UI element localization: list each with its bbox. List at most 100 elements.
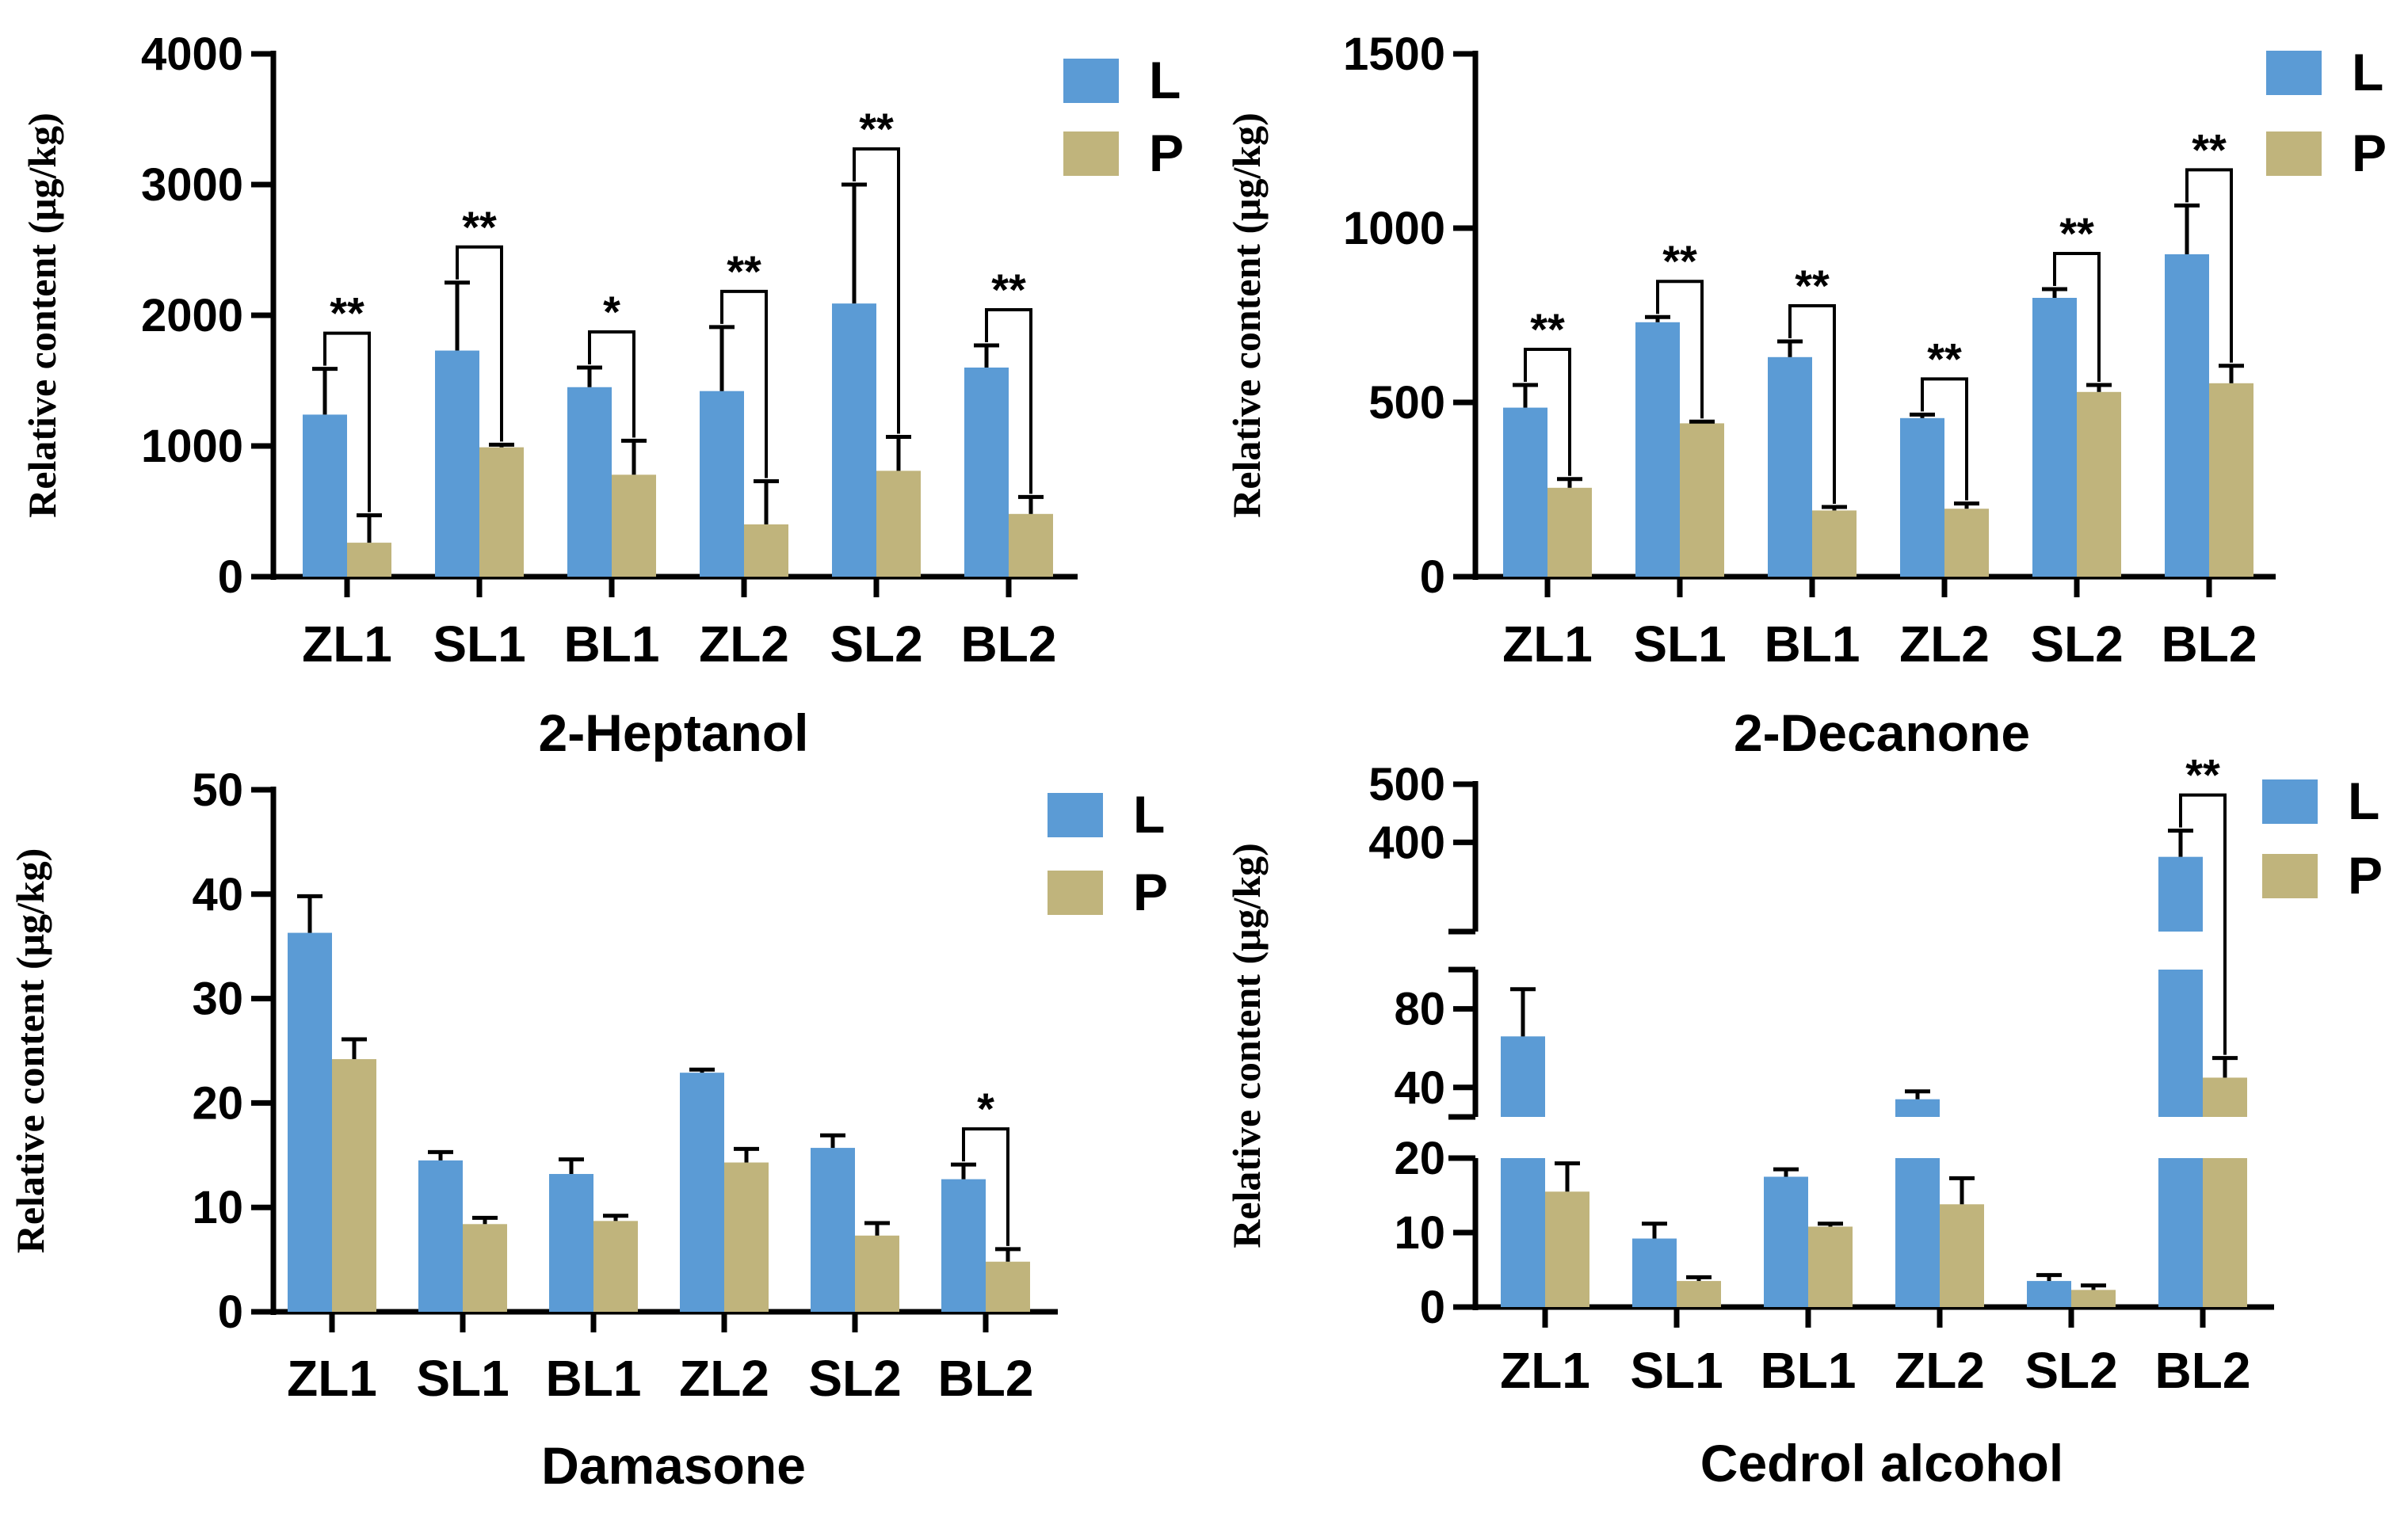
x-tick-label: BL2	[2155, 1342, 2251, 1399]
bar-L	[1895, 1158, 1940, 1307]
bar-L	[549, 1174, 593, 1312]
bar-P	[986, 1261, 1030, 1312]
bar-L	[941, 1179, 986, 1312]
chart-2-decanone: 0 500 1000 1500 Relative content (μg/kg) ZL1 *…	[1224, 29, 2387, 762]
significance-bracket	[962, 1127, 1009, 1246]
x-tick-label: SL1	[433, 615, 525, 673]
significance-bracket	[2053, 252, 2101, 382]
y-tick-label: 0	[218, 551, 243, 603]
significance-bracket	[456, 245, 503, 442]
significance-bracket	[1788, 304, 1836, 504]
bar-L	[832, 303, 876, 577]
bar-L	[1635, 322, 1680, 577]
legend-label-L: L	[2348, 772, 2379, 830]
x-tick-label: SL1	[1630, 1342, 1723, 1399]
bar-L	[1900, 417, 1944, 577]
y-tick-label: 4000	[141, 29, 243, 80]
legend-swatch-P	[2266, 131, 2322, 176]
legend-swatch-L	[1048, 793, 1103, 837]
bar-P	[479, 447, 524, 577]
legend-swatch-L	[2266, 51, 2322, 95]
chart-title: Damasone	[541, 1436, 806, 1495]
x-tick-label: ZL2	[1899, 615, 1990, 673]
x-tick-label: ZL2	[679, 1350, 769, 1407]
chart-title: 2-Heptanol	[538, 703, 808, 762]
y-tick-label: 10	[192, 1182, 243, 1233]
legend-label-L: L	[1149, 51, 1181, 109]
bar-L	[418, 1160, 463, 1312]
x-tick-label: SL1	[416, 1350, 509, 1407]
significance-bracket	[985, 307, 1032, 494]
y-axis-label: Relative content (μg/kg)	[20, 112, 64, 518]
bar-P	[347, 543, 391, 577]
bar-P	[1680, 423, 1724, 577]
x-tick-label: ZL1	[1500, 1342, 1590, 1399]
bar-L	[2027, 1281, 2071, 1307]
bar-L	[303, 414, 347, 577]
x-tick-label: SL2	[808, 1350, 901, 1407]
y-axis-label: Relative content (μg/kg)	[8, 848, 52, 1254]
bar-P	[612, 474, 656, 577]
y-tick-label: 1500	[1343, 29, 1445, 80]
y-tick-label: 40	[192, 869, 243, 920]
bar-P	[2209, 383, 2253, 577]
significance-label: **	[2185, 750, 2220, 800]
x-tick-label: SL1	[1633, 615, 1726, 673]
x-tick-label: ZL1	[302, 615, 392, 673]
significance-label: **	[859, 104, 894, 154]
bar-P	[1677, 1281, 1721, 1307]
significance-bracket	[720, 289, 768, 478]
bar-L	[1501, 1158, 1545, 1307]
bar-L	[680, 1073, 724, 1312]
y-tick-label: 500	[1368, 759, 1445, 810]
bar-P	[1812, 510, 1857, 577]
significance-bracket	[1656, 280, 1704, 419]
y-tick-label: 0	[218, 1286, 243, 1338]
x-tick-label: BL2	[961, 615, 1057, 673]
chart-2-heptanol: 0 1000 2000 3000 4000 Relative content (μg/kg…	[20, 29, 1184, 762]
y-tick-label: 20	[1394, 1133, 1445, 1184]
bar-P	[2203, 1158, 2247, 1307]
significance-label: **	[462, 202, 497, 252]
legend-swatch-P	[1063, 131, 1119, 176]
significance-bracket	[1524, 348, 1571, 476]
bar-P	[2071, 1290, 2116, 1307]
bar-L	[1632, 1238, 1677, 1307]
bar-P	[744, 524, 788, 577]
x-tick-label: SL2	[2024, 1342, 2117, 1399]
bar-P	[876, 471, 921, 577]
bar-L	[1764, 1176, 1808, 1307]
significance-bracket	[853, 147, 900, 434]
significance-bracket	[1921, 377, 1968, 501]
bar-P	[855, 1235, 899, 1312]
legend-label-L: L	[1133, 785, 1165, 844]
bar-L	[2032, 298, 2077, 577]
y-axis-label: Relative content (μg/kg)	[1224, 843, 1269, 1248]
significance-label: *	[977, 1084, 994, 1134]
bar-P	[1009, 513, 1053, 577]
x-tick-label: SL2	[830, 615, 922, 673]
bar-P	[1940, 1204, 1984, 1307]
significance-label: **	[1530, 304, 1565, 354]
significance-label: **	[2192, 124, 2227, 174]
legend-label-P: P	[2348, 846, 2383, 905]
chart-damasone: 0 10 20 30 40 50 Relative content (μg/kg) ZL1 SL…	[8, 764, 1168, 1495]
legend-swatch-L	[2262, 779, 2318, 824]
bar-P	[724, 1162, 769, 1312]
bar-L-segment	[1895, 1099, 1940, 1117]
x-tick-label: BL1	[546, 1350, 642, 1407]
bar-P-segment	[2203, 1077, 2247, 1117]
significance-label: **	[330, 288, 364, 338]
chart-title: 2-Decanone	[1734, 703, 2030, 762]
bar-P	[332, 1059, 376, 1312]
bar-L	[435, 350, 479, 577]
y-tick-label: 80	[1394, 984, 1445, 1035]
legend-label-P: P	[1133, 863, 1168, 921]
bar-L	[1503, 407, 1547, 577]
y-tick-label: 30	[192, 974, 243, 1025]
bar-P	[2077, 391, 2121, 577]
bar-L-segment	[2158, 970, 2203, 1117]
x-tick-label: ZL1	[287, 1350, 377, 1407]
bar-P	[463, 1224, 507, 1312]
